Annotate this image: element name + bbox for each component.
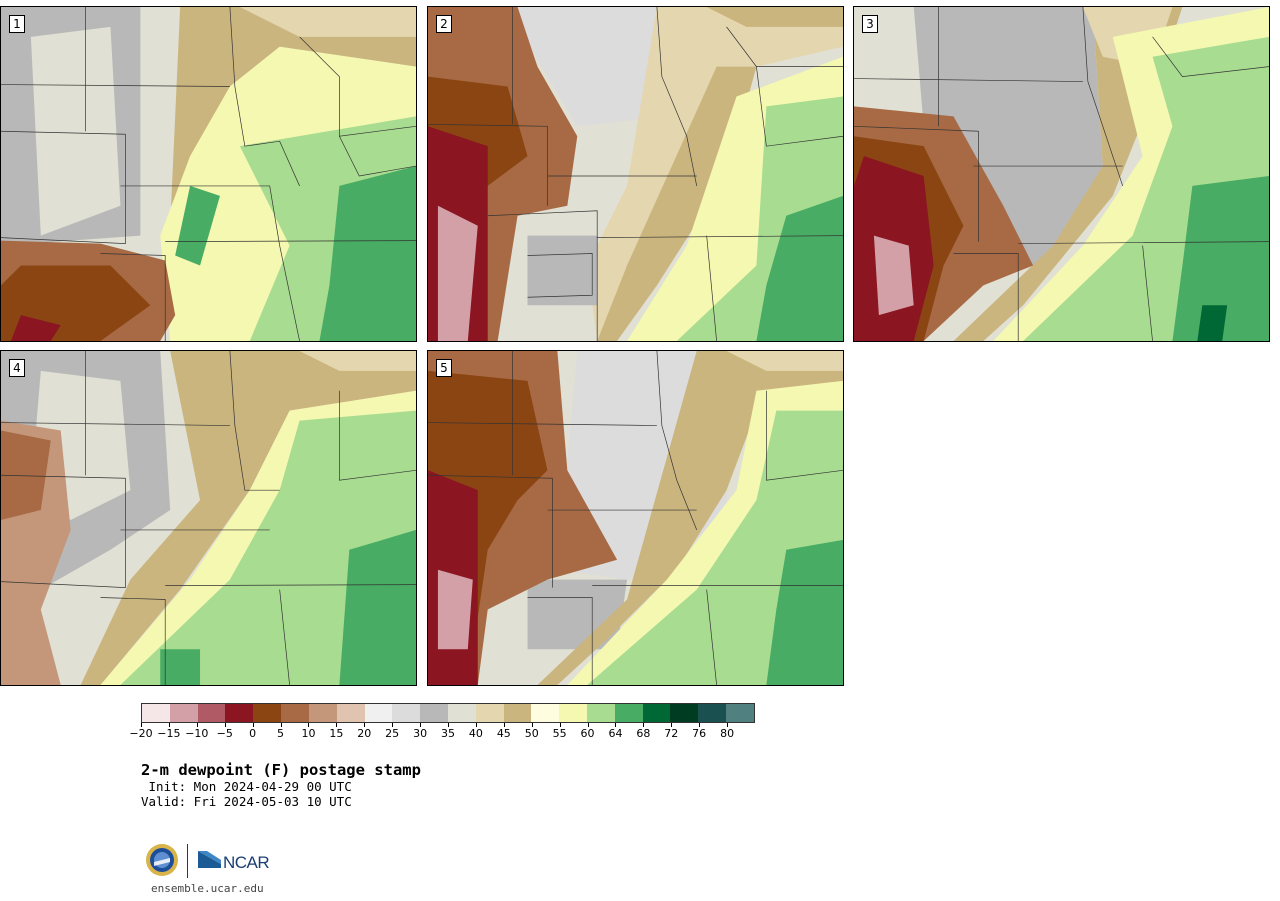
colorbar-tick-label: 55 [552, 727, 567, 740]
colorbar-swatch [253, 704, 282, 722]
colorbar-tick-label: 50 [524, 727, 539, 740]
colorbar-tick-label: 72 [664, 727, 679, 740]
colorbar-tick [503, 723, 505, 727]
panel-label: 5 [436, 359, 452, 377]
colorbar-tick-label: −10 [185, 727, 209, 740]
colorbar-swatch [336, 704, 365, 722]
website-url: ensemble.ucar.edu [151, 882, 264, 895]
figure-title: 2-m dewpoint (F) postage stamp [141, 761, 421, 779]
colorbar-tick-label: 25 [385, 727, 400, 740]
dewpoint-map-4 [1, 351, 416, 685]
colorbar-swatch [726, 704, 754, 722]
colorbar-tick-label: 64 [608, 727, 623, 740]
colorbar-tick [168, 723, 170, 727]
colorbar-tick-label: 68 [636, 727, 651, 740]
colorbar-tick-label: −5 [216, 727, 233, 740]
colorbar-tick-label: 0 [249, 727, 257, 740]
valid-time: Valid: Fri 2024-05-03 10 UTC [141, 794, 352, 809]
map-panel-1: 1 [0, 6, 417, 342]
dewpoint-map-3 [854, 7, 1269, 341]
init-time: Init: Mon 2024-04-29 00 UTC [141, 779, 352, 794]
colorbar-tick-label: 30 [413, 727, 428, 740]
colorbar-swatch [197, 704, 226, 722]
dewpoint-map-1 [1, 7, 416, 341]
colorbar-swatch [503, 704, 532, 722]
colorbar-tick [643, 723, 645, 727]
colorbar-tick-label: −20 [129, 727, 153, 740]
colorbar-tick-label: 45 [496, 727, 511, 740]
colorbar-tick-label: −15 [157, 727, 181, 740]
logo-separator [187, 844, 188, 878]
ncar-logo-icon: NCAR [198, 851, 270, 872]
colorbar-swatch [308, 704, 337, 722]
colorbar-tick [531, 723, 533, 727]
colorbar-tick-label: 10 [301, 727, 316, 740]
colorbar-swatch [392, 704, 421, 722]
colorbar-tick [392, 723, 394, 727]
colorbar-swatch [281, 704, 309, 722]
colorbar-swatch [614, 704, 643, 722]
colorbar-tick-label: 5 [277, 727, 285, 740]
colorbar-tick-label: 35 [441, 727, 455, 740]
colorbar-swatch [698, 704, 727, 722]
colorbar-tick [252, 723, 254, 727]
map-panel-3: 3 [853, 6, 1270, 342]
colorbar-swatch [420, 704, 448, 722]
colorbar-ticks: −20 −15 −10 −5 0 5 10 15 20 25 30 35 40 45 50 55 60 64 68 7… [129, 723, 755, 743]
colorbar-tick [420, 723, 422, 727]
colorbar-swatch [559, 704, 587, 722]
colorbar-swatch [225, 704, 254, 722]
panel-label: 1 [9, 15, 25, 33]
colorbar-tick-label: 76 [692, 727, 707, 740]
colorbar-swatch [587, 704, 615, 722]
colorbar-tick [448, 723, 449, 727]
colorbar-tick-label: 20 [357, 727, 372, 740]
dewpoint-map-2 [428, 7, 843, 341]
colorbar-tick [224, 723, 226, 727]
nsf-logo-icon [146, 844, 178, 876]
colorbar-tick-label: 40 [468, 727, 483, 740]
colorbar-tick-label: 80 [720, 727, 735, 740]
panel-label: 2 [436, 15, 452, 33]
map-panel-2: 2 [427, 6, 844, 342]
map-panel-4: 4 [0, 350, 417, 686]
colorbar-swatch [142, 704, 170, 722]
colorbar-tick [615, 723, 617, 727]
dewpoint-map-5 [428, 351, 843, 685]
colorbar-tick [475, 723, 477, 727]
colorbar-tick [727, 723, 729, 727]
colorbar-tick [587, 723, 589, 727]
svg-text:NCAR: NCAR [223, 853, 269, 872]
colorbar-tick [336, 723, 338, 727]
colorbar-tick-label: 15 [329, 727, 344, 740]
map-panel-5: 5 [427, 350, 844, 686]
colorbar-swatch [447, 704, 476, 722]
colorbar-tick [280, 723, 282, 727]
colorbar-tick [364, 723, 366, 727]
colorbar-swatch [364, 704, 393, 722]
panel-label: 3 [862, 15, 878, 33]
colorbar [141, 703, 755, 723]
colorbar-tick [141, 723, 142, 727]
colorbar-swatch [169, 704, 198, 722]
colorbar-swatch [531, 704, 560, 722]
colorbar-tick [559, 723, 561, 727]
colorbar-tick [308, 723, 310, 727]
colorbar-swatch [475, 704, 504, 722]
colorbar-tick-label: 60 [580, 727, 595, 740]
panel-label: 4 [9, 359, 25, 377]
colorbar-tick [671, 723, 673, 727]
colorbar-tick [699, 723, 701, 727]
colorbar-swatch [642, 704, 671, 722]
colorbar-swatch [670, 704, 699, 722]
colorbar-tick [196, 723, 198, 727]
